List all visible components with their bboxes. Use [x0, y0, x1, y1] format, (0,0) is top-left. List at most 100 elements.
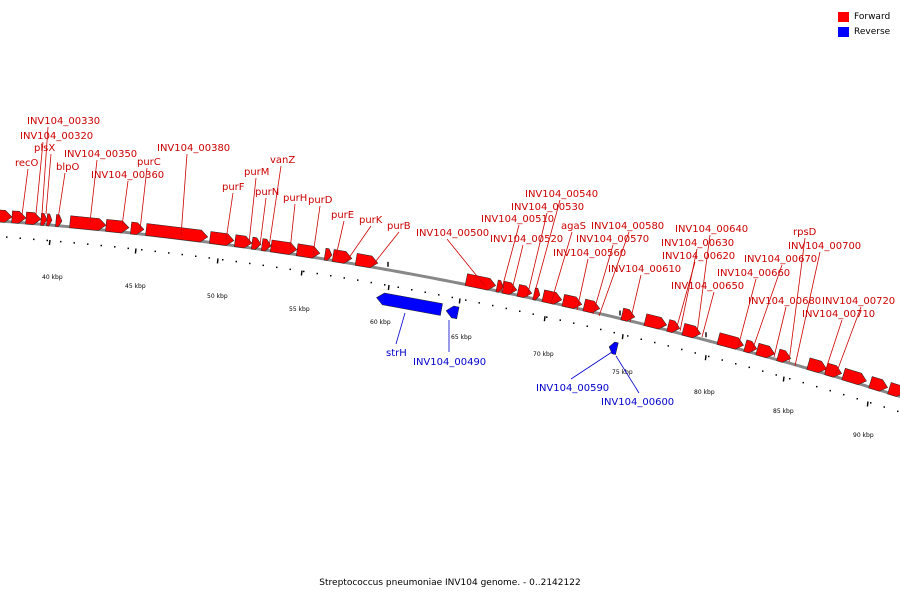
gene-label: INV104_00320: [20, 131, 93, 142]
gene-label: INV104_00600: [601, 397, 674, 408]
gene-label: INV104_00640: [675, 224, 748, 235]
leader-line: [446, 238, 486, 287]
gene-label: INV104_00510: [481, 214, 554, 225]
tick-label: 55 kbp: [289, 306, 310, 313]
leader-line: [824, 319, 843, 373]
forward-gene-arrow: [755, 342, 776, 359]
gene-label: recO: [15, 158, 39, 169]
minor-tick: [235, 260, 237, 263]
minor-tick: [519, 310, 521, 312]
gene-label: purF: [222, 182, 245, 193]
minor-tick: [735, 363, 737, 365]
forward-gene-arrow: [582, 298, 601, 314]
forward-gene-arrow: [887, 382, 900, 397]
leader-line: [788, 237, 806, 363]
tick-label: 65 kbp: [451, 334, 472, 341]
leader-line: [794, 251, 821, 367]
minor-tick: [721, 359, 723, 361]
major-tick: [543, 316, 546, 322]
minor-tick: [465, 299, 467, 301]
major-tick: [782, 376, 785, 382]
minor-tick: [438, 294, 440, 296]
minor-tick: [127, 247, 129, 250]
forward-gene-arrow: [250, 236, 262, 250]
leader-line: [259, 197, 267, 246]
minor-tick: [303, 270, 305, 273]
tick-label: 40 kbp: [42, 274, 63, 281]
minor-tick: [600, 328, 602, 331]
tick-labels: 40 kbp 45 kbp 50 kbp 55 kbp 60 kbp 65 kbp 70 k…: [42, 274, 874, 439]
forward-gene-arrow: [0, 209, 13, 223]
leader-line: [21, 168, 29, 216]
leader-line: [371, 231, 400, 267]
tick-label: 50 kbp: [207, 293, 228, 300]
leader-line: [629, 274, 642, 323]
forward-gene-arrow: [643, 313, 668, 330]
gene-label: INV104_00580: [591, 221, 664, 232]
gene-label: rpsD: [793, 227, 817, 238]
gene-label: vanZ: [270, 155, 295, 166]
minor-tick: [856, 398, 858, 400]
minor-tick: [87, 243, 89, 245]
minor-tick: [451, 296, 453, 299]
leader-line: [751, 264, 783, 352]
minor-tick: [492, 304, 494, 307]
gene-label: plsX: [34, 143, 55, 154]
forward-gene-arrow: [209, 231, 235, 246]
major-tick-marks: [48, 217, 869, 407]
minor-tick: [613, 331, 615, 334]
minor-tick: [222, 259, 224, 261]
minor-tick: [289, 268, 291, 271]
minor-tick: [33, 238, 35, 241]
leader-line: [89, 159, 98, 223]
major-tick: [866, 401, 869, 407]
legend: Forward Reverse: [838, 9, 890, 39]
gene-label: INV104_00680: [748, 296, 821, 307]
major-tick: [621, 334, 624, 340]
gene-label: purH: [283, 193, 307, 204]
gene-label: INV104_00350: [64, 149, 137, 160]
minor-tick: [19, 237, 21, 239]
minor-tick: [370, 281, 372, 284]
map-caption: Streptococcus pneumoniae INV104 genome. …: [319, 578, 581, 588]
leader-line: [737, 278, 757, 348]
minor-tick: [829, 389, 831, 392]
minor-tick: [748, 366, 750, 369]
gene-label: INV104_00610: [608, 264, 681, 275]
leader-line: [592, 244, 614, 315]
minor-tick: [100, 244, 102, 247]
leader-line: [835, 306, 862, 375]
leader-line: [139, 167, 148, 231]
minor-tick: [114, 246, 116, 248]
forward-gene-arrow: [46, 213, 53, 227]
minor-tick: [573, 322, 575, 324]
gene-label: INV104_00660: [717, 268, 790, 279]
minor-tick: [843, 393, 845, 396]
forward-gene-arrow: [464, 273, 497, 291]
gene-label: INV104_00630: [661, 238, 734, 249]
minor-tick: [276, 266, 278, 269]
minor-tick: [73, 242, 75, 244]
minor-tick: [46, 239, 48, 242]
gene-label: INV104_00380: [157, 143, 230, 154]
major-tick: [48, 239, 51, 246]
forward-gene-arrow: [145, 223, 209, 243]
forward-gene-arrow: [323, 247, 333, 261]
leader-line: [500, 224, 520, 293]
minor-tick: [208, 257, 210, 259]
leader-line: [576, 258, 589, 311]
forward-gene-arrow: [824, 362, 843, 378]
gene-label: INV104_00700: [788, 241, 861, 252]
forward-gene-arrow: [233, 234, 253, 249]
leader-line: [225, 192, 234, 241]
leader-line: [335, 220, 345, 257]
forward-gene-arrow: [868, 376, 888, 392]
gene-label: INV104_00330: [27, 116, 100, 127]
minor-tick: [559, 319, 561, 321]
leader-line: [35, 141, 44, 215]
gene-label: purM: [244, 167, 269, 178]
minor-tick: [168, 252, 170, 254]
gene-label: INV104_00720: [822, 296, 895, 307]
leader-line: [45, 153, 52, 215]
minor-tick: [586, 325, 588, 327]
